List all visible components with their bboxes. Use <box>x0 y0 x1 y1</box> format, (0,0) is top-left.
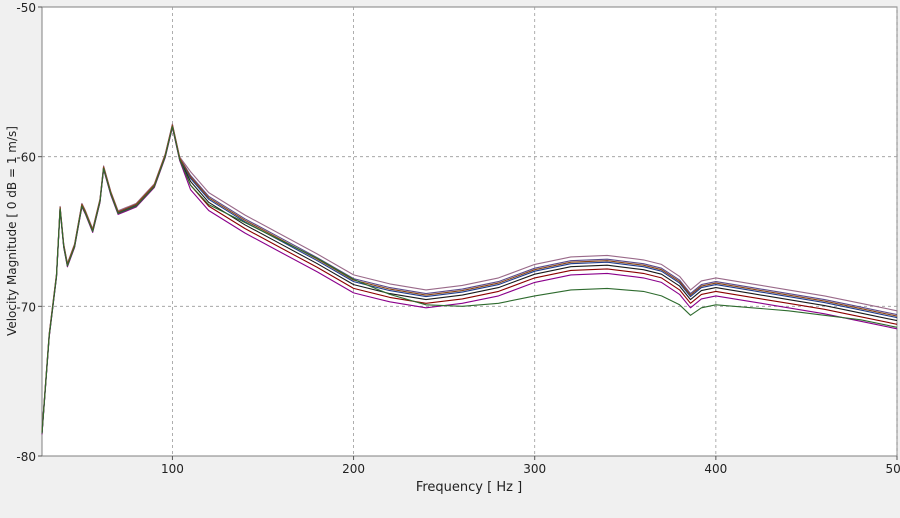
x-tick-label: 400 <box>704 462 727 476</box>
x-axis-label: Frequency [ Hz ] <box>416 480 522 495</box>
x-tick-label: 500 <box>886 462 900 476</box>
x-tick-label: 300 <box>523 462 546 476</box>
x-tick-label: 200 <box>342 462 365 476</box>
y-axis-label: Velocity Magnitude [ 0 dB = 1 m/s] <box>5 126 19 336</box>
y-tick-label: -80 <box>16 450 36 464</box>
x-tick-label: 100 <box>161 462 184 476</box>
series-line-7 <box>41 124 898 432</box>
series-group <box>41 123 898 435</box>
y-tick-label: -50 <box>16 1 36 15</box>
plot-area <box>41 6 898 457</box>
series-line-6 <box>41 123 898 431</box>
y-tick-label: -70 <box>16 300 36 314</box>
tick-labels: 100 200 300 400 500 -50 -60 -70 -80 <box>16 1 900 476</box>
grid <box>42 7 898 456</box>
y-tick-label: -60 <box>16 151 36 165</box>
series-line-8 <box>41 126 898 434</box>
